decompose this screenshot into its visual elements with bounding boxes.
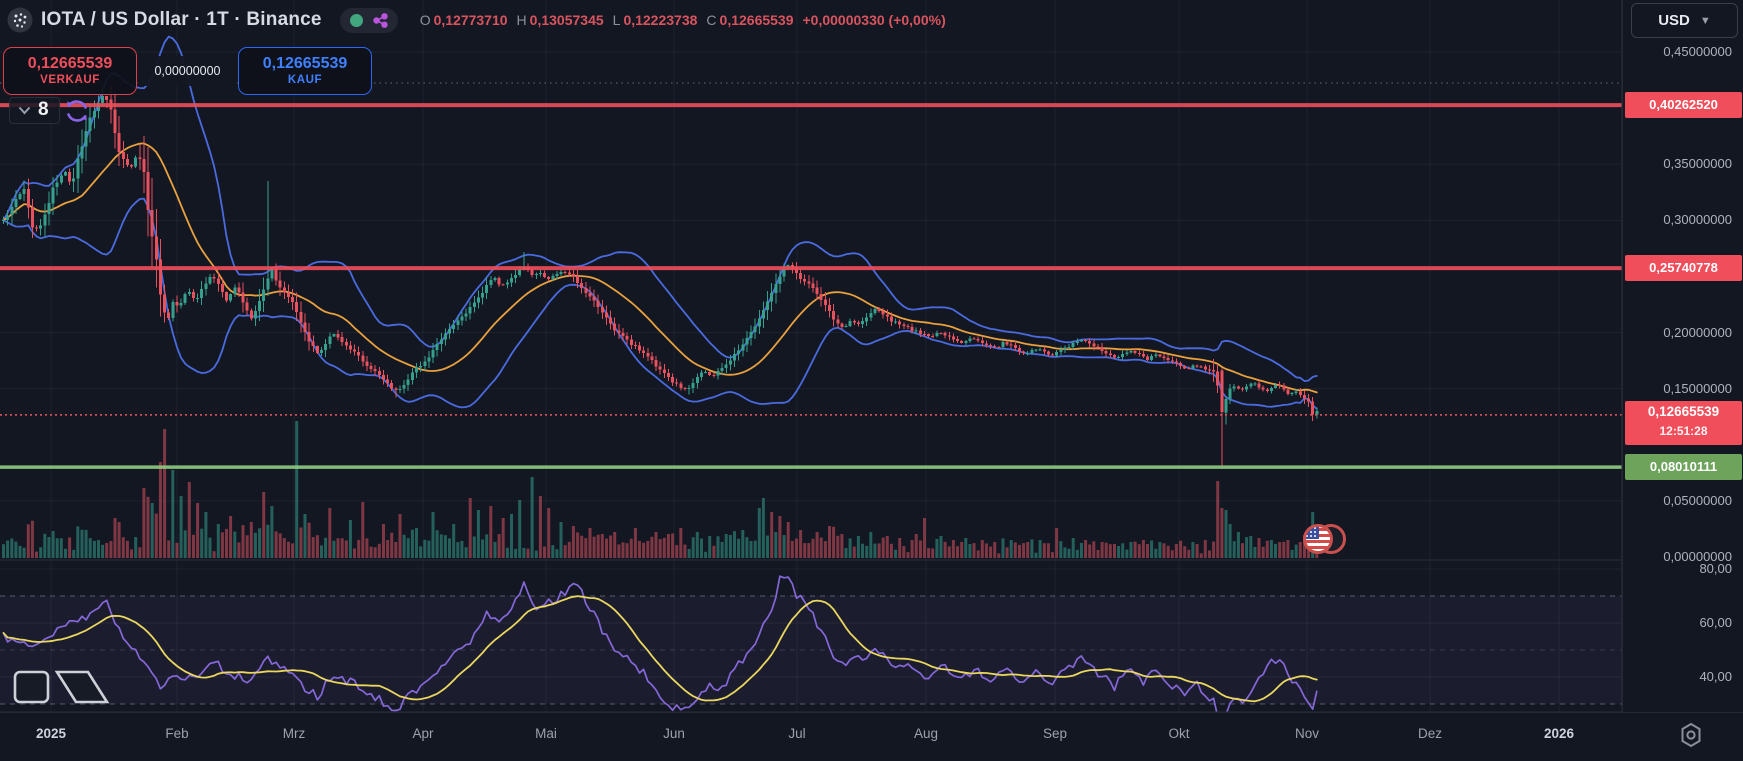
time-axis[interactable]: 2025 Feb Mrz Apr Mai Jun Jul Aug Sep Okt Nov Dez 202… bbox=[0, 712, 1743, 761]
time-axis-label: Sep bbox=[1042, 726, 1068, 741]
price-tick-label: 0,20000000 bbox=[1663, 324, 1732, 340]
iota-logo-icon bbox=[7, 7, 33, 33]
rsi-tick-label: 80,00 bbox=[1699, 561, 1732, 576]
time-axis-label: 2026 bbox=[1543, 726, 1575, 741]
price-tick-label: 0,35000000 bbox=[1663, 156, 1732, 172]
time-axis-label: Jun bbox=[663, 726, 685, 741]
buy-button[interactable]: 0,12665539 KAUF bbox=[238, 47, 372, 95]
time-axis-label: Jul bbox=[788, 726, 806, 741]
bar-close-countdown: 12:51:28 bbox=[1659, 423, 1708, 438]
price-axis[interactable]: USD ▼ 0,45000000 0,35000000 0,30000000 0,20… bbox=[1622, 0, 1743, 712]
sell-price: 0,12665539 bbox=[27, 54, 113, 72]
chart-trade-panel: 0,12665539 VERKAUF 0,00000000 0,12665539… bbox=[0, 47, 372, 95]
time-axis-label: Dez bbox=[1417, 726, 1443, 741]
refresh-icon bbox=[67, 100, 87, 122]
indicator-count: 8 bbox=[38, 99, 49, 120]
rsi-indicator bbox=[2, 575, 1318, 712]
chevron-down-icon bbox=[18, 106, 31, 114]
ohlc-close-value: 0,12665539 bbox=[719, 12, 794, 28]
price-level-lines bbox=[0, 82, 1622, 469]
ohlc-high-key: H bbox=[516, 12, 527, 28]
tradingview-logo[interactable] bbox=[12, 668, 140, 706]
currency-selector-button[interactable]: USD ▼ bbox=[1631, 3, 1738, 38]
time-axis-label: 2025 bbox=[35, 726, 67, 741]
price-tick-label: 0,30000000 bbox=[1663, 212, 1732, 228]
rsi-tick-label: 40,00 bbox=[1699, 669, 1732, 684]
ohlc-high-value: 0,13057345 bbox=[529, 12, 604, 28]
current-price-value: 0,12665539 bbox=[1647, 403, 1720, 419]
time-axis-label: Aug bbox=[913, 726, 939, 741]
ohlc-readout: O 0,12773710 H 0,13057345 L 0,12223738 C… bbox=[420, 12, 946, 28]
time-axis-label: Nov bbox=[1294, 726, 1320, 741]
price-tick-label: 0,05000000 bbox=[1663, 492, 1732, 508]
chevron-down-icon: ▼ bbox=[1699, 14, 1711, 27]
price-level-label: 0,40262520 bbox=[1625, 92, 1742, 119]
settings-gear-icon[interactable] bbox=[1677, 721, 1705, 749]
time-axis-label: Mrz bbox=[282, 726, 306, 741]
chart-header: IOTA / US Dollar · 1T · Binance O 0,1277… bbox=[0, 0, 1620, 40]
symbol-title[interactable]: IOTA / US Dollar · 1T · Binance bbox=[41, 9, 322, 30]
price-level-label: 0,08010111 bbox=[1625, 454, 1742, 481]
volume-series bbox=[2, 421, 1319, 558]
buy-label: KAUF bbox=[287, 74, 323, 87]
current-price-label: 0,12665539 12:51:28 bbox=[1625, 400, 1742, 445]
ohlc-low-key: L bbox=[612, 12, 621, 28]
buy-price: 0,12665539 bbox=[262, 54, 348, 72]
time-axis-label: Okt bbox=[1168, 726, 1190, 741]
ohlc-low-value: 0,12223738 bbox=[623, 12, 698, 28]
candlestick-series bbox=[2, 86, 1319, 467]
price-tick-label: 0,45000000 bbox=[1663, 44, 1732, 59]
ohlc-close-key: C bbox=[706, 12, 717, 28]
sell-button[interactable]: 0,12665539 VERKAUF bbox=[3, 47, 137, 95]
market-status-toggle[interactable] bbox=[339, 7, 398, 33]
price-level-label: 0,25740778 bbox=[1625, 255, 1742, 282]
sync-refresh-button[interactable] bbox=[62, 96, 92, 126]
price-tick-label: 0,15000000 bbox=[1663, 380, 1732, 396]
share-icon bbox=[372, 12, 388, 28]
market-open-dot-icon bbox=[349, 13, 363, 27]
ohlc-open-value: 0,12773710 bbox=[433, 12, 508, 28]
sell-label: VERKAUF bbox=[40, 74, 100, 87]
time-axis-label: Apr bbox=[412, 726, 434, 741]
time-axis-label: Feb bbox=[165, 726, 189, 741]
us-flag-event-icon bbox=[1303, 524, 1346, 554]
rsi-tick-label: 60,00 bbox=[1699, 615, 1732, 630]
currency-label: USD bbox=[1658, 12, 1690, 29]
price-tick-label: 0,00000000 bbox=[1663, 549, 1732, 564]
ohlc-open-key: O bbox=[419, 12, 431, 28]
time-axis-label: Mai bbox=[535, 726, 557, 741]
spread-value: 0,00000000 bbox=[138, 56, 237, 86]
indicators-collapse-toggle[interactable]: 8 bbox=[9, 97, 60, 124]
ohlc-change-value: +0,00000330 (+0,00%) bbox=[802, 12, 946, 28]
